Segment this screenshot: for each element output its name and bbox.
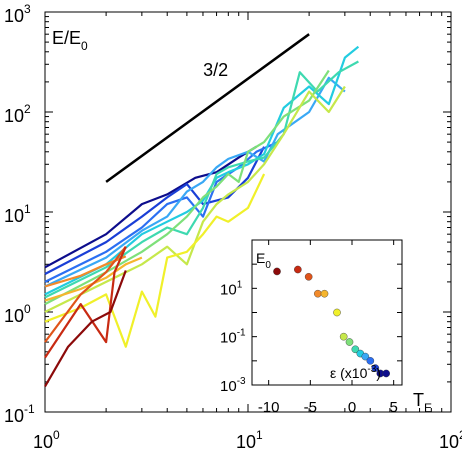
inset-point-12 [371, 364, 380, 372]
inset-y-tick-label: 101 [220, 279, 243, 298]
y-tick-label: 100 [4, 302, 31, 326]
inset-axis-ticks: -10 -5 0 5 101 10-1 10-3 [220, 240, 402, 416]
inset-point-3 [314, 289, 322, 298]
inset-y-axis-label: E0 [256, 250, 271, 271]
inset-point-1 [294, 265, 302, 274]
series-line-9 [44, 256, 143, 302]
inset-point-7 [345, 338, 354, 346]
inset-x-tick-label: -5 [304, 399, 317, 416]
y-tick-label: 10-1 [4, 402, 35, 426]
y-tick-label: 101 [4, 202, 31, 226]
inset-point-0 [273, 267, 281, 276]
reference-slope-label: 3/2 [203, 60, 228, 80]
y-tick-label: 103 [4, 2, 31, 26]
inset-x-axis-label: ε (x10-3) [330, 364, 381, 381]
series-line-11 [44, 246, 127, 343]
inset-point-2 [304, 273, 313, 281]
inset-point-4 [320, 289, 329, 298]
x-tick-label: 101 [236, 428, 263, 452]
series-line-3 [44, 76, 346, 288]
series-line-0 [44, 145, 257, 269]
series-line-6 [44, 69, 330, 306]
y-tick-label: 102 [4, 102, 31, 126]
series-line-5 [44, 60, 359, 299]
inset-y-tick-label: 10-3 [220, 376, 246, 395]
inset-point-10 [361, 352, 370, 361]
x-tick-label: 102 [439, 428, 462, 452]
inset-point-8 [351, 345, 360, 354]
main-series-group [44, 45, 360, 388]
inset-x-tick-label: -10 [258, 399, 280, 416]
inset-y-tick-label: 10-1 [220, 328, 246, 347]
inset-point-11 [366, 357, 375, 365]
inset-point-5 [333, 308, 341, 317]
series-line-13 [44, 270, 127, 388]
main-y-axis-label: E/E0 [52, 28, 88, 53]
inset-point-14 [382, 369, 390, 378]
inset-x-tick-label: 0 [348, 399, 356, 416]
inset-x-tick-label: 5 [389, 399, 397, 416]
series-line-4 [44, 45, 360, 296]
inset-scatter-group [273, 265, 390, 378]
main-x-axis-label: TE [413, 390, 432, 415]
reference-slope-line [105, 33, 310, 183]
x-tick-label: 100 [33, 428, 60, 452]
series-line-8 [44, 173, 266, 348]
inset-point-6 [339, 332, 348, 341]
inset-plot-area [251, 239, 403, 386]
series-line-1 [44, 146, 266, 275]
series-line-12 [44, 246, 127, 359]
series-line-7 [44, 85, 346, 313]
